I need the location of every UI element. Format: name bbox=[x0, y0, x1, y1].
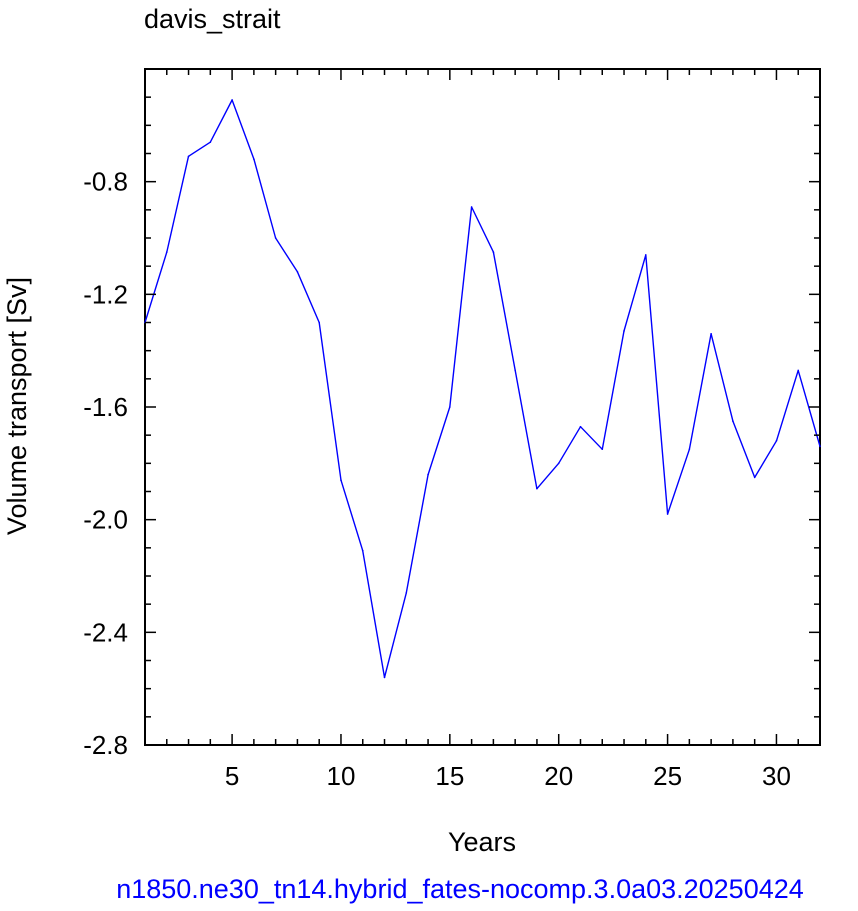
data-point bbox=[449, 406, 451, 408]
x-axis: 5 10 15 20 25 30 bbox=[144, 69, 821, 791]
data-point bbox=[753, 476, 756, 479]
data-point bbox=[688, 448, 691, 451]
data-point bbox=[383, 676, 386, 679]
y-tick-label: -1.6 bbox=[83, 392, 128, 422]
y-tick-label: -2.0 bbox=[83, 505, 128, 535]
data-point bbox=[340, 479, 342, 482]
y-tick-label: -0.8 bbox=[83, 167, 128, 197]
data-point bbox=[296, 271, 299, 273]
x-tick-label: 20 bbox=[544, 761, 573, 791]
y-tick-label: -2.8 bbox=[83, 730, 128, 760]
plot-area bbox=[144, 68, 821, 746]
data-point bbox=[470, 206, 473, 208]
data-point bbox=[253, 158, 255, 160]
data-point bbox=[557, 462, 560, 465]
x-tick-label: 10 bbox=[327, 761, 356, 791]
data-point bbox=[666, 513, 669, 515]
data-point bbox=[514, 369, 516, 372]
x-axis-label: Years bbox=[448, 827, 516, 857]
data-point bbox=[209, 141, 212, 144]
data-point bbox=[361, 549, 364, 552]
x-tick-label: 15 bbox=[435, 761, 464, 791]
y-tick-label: -1.2 bbox=[83, 279, 128, 309]
data-point bbox=[775, 440, 778, 442]
data-point bbox=[797, 369, 800, 372]
y-axis: -2.8 -2.4 -2.0 -1.6 -1.2 -0.8 bbox=[83, 68, 820, 760]
data-point bbox=[492, 251, 495, 253]
chart-title: davis_strait bbox=[144, 4, 281, 34]
x-tick-label: 5 bbox=[225, 761, 239, 791]
data-point bbox=[732, 420, 734, 422]
x-tick-label: 25 bbox=[653, 761, 682, 791]
y-axis-label: Volume transport [Sv] bbox=[2, 277, 32, 535]
run-caption: n1850.ne30_tn14.hybrid_fates-nocomp.3.0a… bbox=[116, 874, 804, 904]
plot-frame bbox=[144, 68, 821, 746]
series-line bbox=[144, 99, 821, 679]
data-point bbox=[710, 332, 712, 335]
data-point bbox=[819, 445, 821, 448]
y-tick-label: -2.4 bbox=[83, 617, 128, 647]
data-point bbox=[274, 237, 277, 239]
data-point bbox=[427, 473, 429, 476]
data-point bbox=[165, 251, 168, 253]
data-point bbox=[623, 330, 625, 332]
data-point bbox=[318, 321, 320, 324]
data-point bbox=[231, 99, 233, 101]
data-point bbox=[601, 448, 604, 451]
data-point bbox=[579, 425, 582, 428]
data-point bbox=[187, 155, 190, 158]
data-point bbox=[645, 254, 647, 256]
data-point bbox=[405, 592, 408, 594]
data-point bbox=[536, 487, 538, 490]
x-tick-label: 30 bbox=[762, 761, 791, 791]
